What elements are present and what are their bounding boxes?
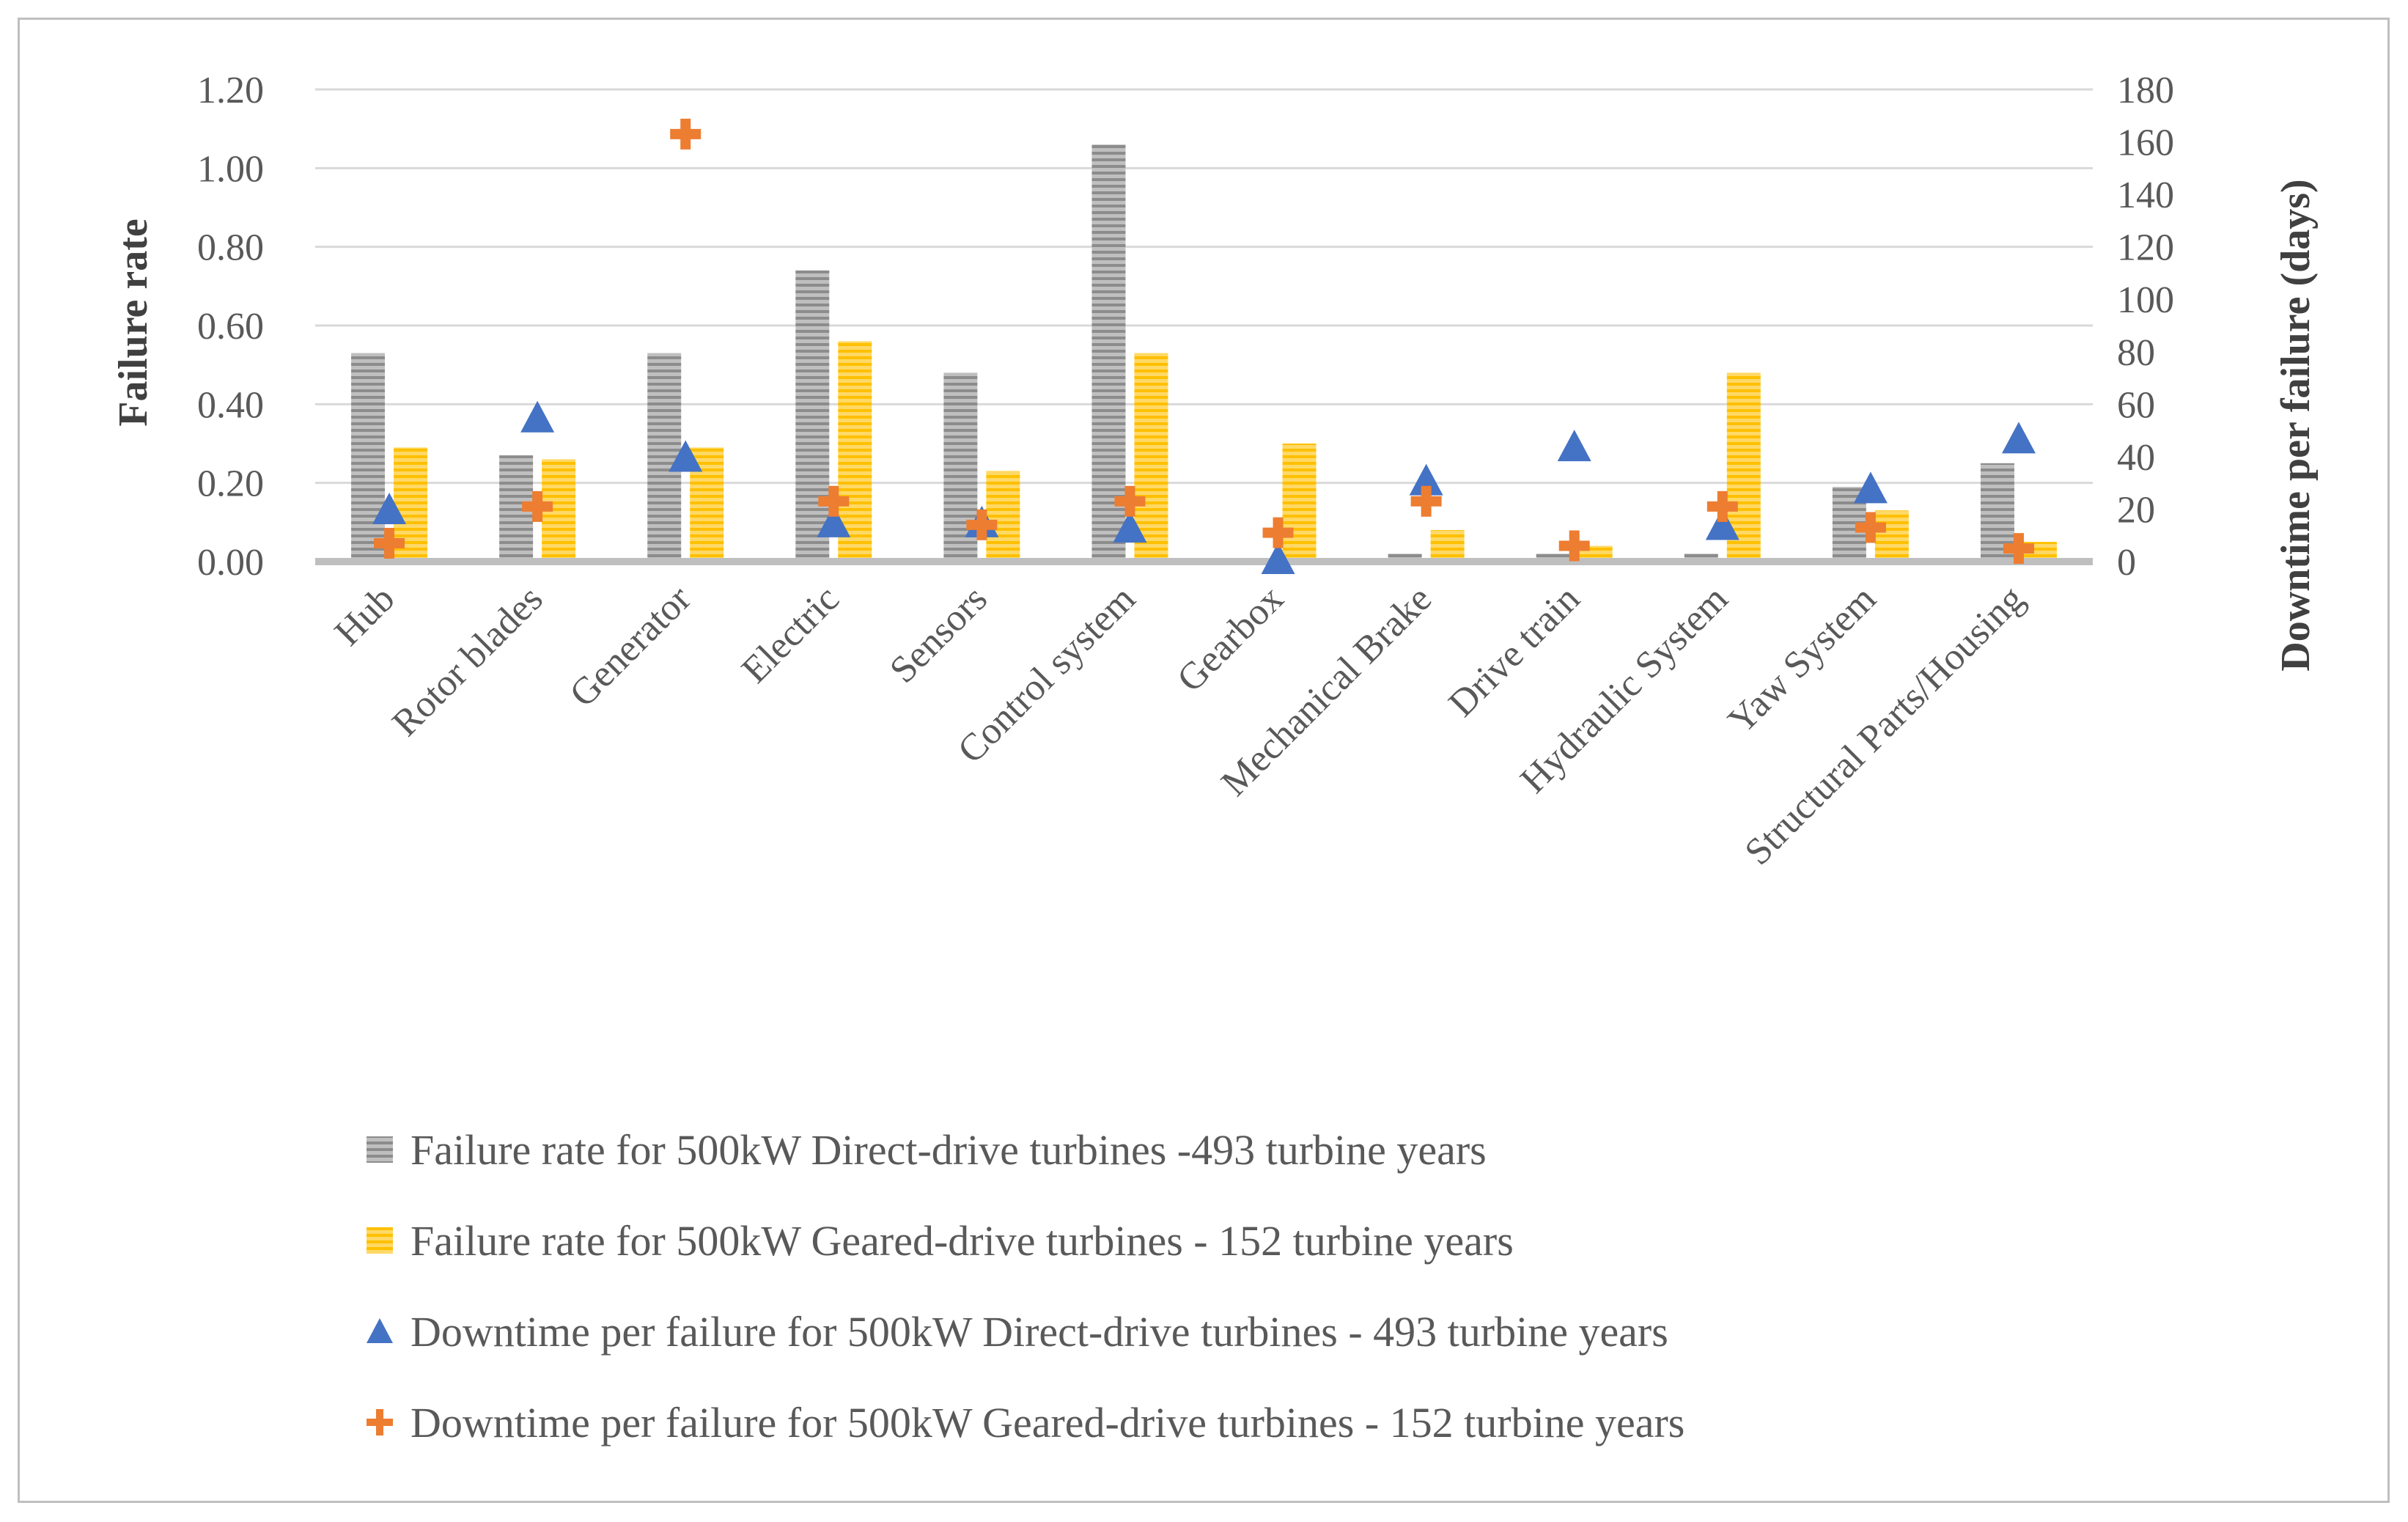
marker-direct-drive-downtime	[1853, 471, 1888, 504]
legend-swatch	[367, 1227, 393, 1254]
right-tick-label: 20	[2117, 489, 2155, 531]
category-label: Structural Parts/Housing	[1737, 578, 2033, 873]
markers	[372, 118, 2036, 574]
category-label: Rotor blades	[384, 578, 551, 744]
marker-geared-drive-downtime	[1410, 485, 1442, 517]
marker-direct-drive-downtime	[1409, 463, 1443, 496]
marker-geared-drive-downtime	[1114, 485, 1146, 517]
category-label: Hub	[327, 578, 403, 654]
category-label: Sensors	[882, 578, 995, 691]
legend-swatch	[367, 1318, 393, 1343]
legend-swatch	[367, 1409, 393, 1435]
marker-direct-drive-downtime	[1261, 543, 1295, 574]
marker-direct-drive-downtime	[669, 440, 703, 472]
bar-direct-drive-failure-rate	[647, 353, 682, 562]
left-tick-label: 0.80	[197, 227, 264, 269]
marker-geared-drive-downtime	[522, 490, 553, 522]
legend-swatch	[367, 1136, 393, 1163]
left-tick-label: 0.40	[197, 384, 264, 426]
marker-direct-drive-downtime	[520, 400, 555, 433]
bar-geared-drive-failure-rate	[1282, 444, 1317, 562]
left-axis-ticks: 0.00 0.20 0.40 0.60 0.80 1.00 1.20	[197, 70, 264, 584]
right-tick-label: 40	[2117, 437, 2155, 479]
legend-label: Failure rate for 500kW Direct-drive turb…	[410, 1126, 1487, 1174]
bar-direct-drive-failure-rate	[1684, 554, 1718, 562]
marker-geared-drive-downtime	[966, 509, 998, 540]
marker-geared-drive-downtime	[670, 118, 702, 150]
marker-direct-drive-downtime	[2001, 422, 2036, 454]
marker-geared-drive-downtime	[374, 527, 405, 559]
marker-geared-drive-downtime	[1262, 517, 1294, 548]
right-tick-label: 140	[2117, 174, 2174, 216]
legend-label: Downtime per failure for 500kW Direct-dr…	[410, 1308, 1668, 1356]
marker-geared-drive-downtime	[1855, 512, 1886, 543]
marker-direct-drive-downtime	[817, 505, 851, 537]
left-tick-label: 0.20	[197, 463, 264, 505]
legend: Failure rate for 500kW Direct-drive turb…	[367, 1126, 1685, 1446]
right-tick-label: 160	[2117, 122, 2174, 164]
category-label: Gearbox	[1169, 578, 1292, 700]
marker-direct-drive-downtime	[1557, 430, 1591, 462]
legend-label: Downtime per failure for 500kW Geared-dr…	[410, 1399, 1685, 1446]
bar-direct-drive-failure-rate	[1536, 554, 1570, 562]
right-axis-title: Downtime per failure (days)	[2273, 179, 2319, 671]
legend-label: Failure rate for 500kW Geared-drive turb…	[410, 1217, 1514, 1265]
bar-geared-drive-failure-rate	[986, 471, 1020, 562]
marker-geared-drive-downtime	[2003, 533, 2034, 565]
marker-geared-drive-downtime	[1706, 490, 1738, 522]
left-tick-label: 0.60	[197, 306, 264, 348]
bar-direct-drive-failure-rate	[1091, 144, 1126, 562]
chart-frame	[18, 18, 2390, 1503]
bar-direct-drive-failure-rate	[351, 353, 386, 562]
bar-geared-drive-failure-rate	[1874, 510, 1909, 562]
marker-geared-drive-downtime	[1558, 530, 1590, 562]
right-tick-label: 180	[2117, 70, 2174, 111]
left-tick-label: 0.00	[197, 542, 264, 584]
right-axis-ticks: 0 20 40 60 80 100 120 140 160 180	[2117, 70, 2174, 584]
right-tick-label: 60	[2117, 384, 2155, 426]
marker-direct-drive-downtime	[372, 493, 407, 525]
right-tick-label: 100	[2117, 279, 2174, 321]
marker-direct-drive-downtime	[1705, 508, 1739, 540]
category-label: Electric	[734, 578, 847, 691]
right-tick-label: 0	[2117, 542, 2136, 584]
gridlines	[315, 88, 2093, 485]
marker-direct-drive-downtime	[1113, 511, 1147, 543]
left-tick-label: 1.00	[197, 148, 264, 190]
left-tick-label: 1.20	[197, 70, 264, 111]
bar-direct-drive-failure-rate	[1388, 554, 1422, 562]
category-label: Drive train	[1441, 578, 1588, 725]
bar-geared-drive-failure-rate	[1134, 353, 1168, 562]
right-tick-label: 80	[2117, 332, 2155, 374]
category-label: Generator	[562, 578, 699, 715]
bars	[351, 144, 2057, 562]
right-tick-label: 120	[2117, 227, 2174, 269]
category-label: Yaw System	[1720, 578, 1885, 742]
bar-geared-drive-failure-rate	[1430, 530, 1465, 562]
marker-geared-drive-downtime	[818, 485, 850, 517]
left-axis-title: Failure rate	[111, 218, 156, 427]
bar-direct-drive-failure-rate	[795, 270, 830, 562]
